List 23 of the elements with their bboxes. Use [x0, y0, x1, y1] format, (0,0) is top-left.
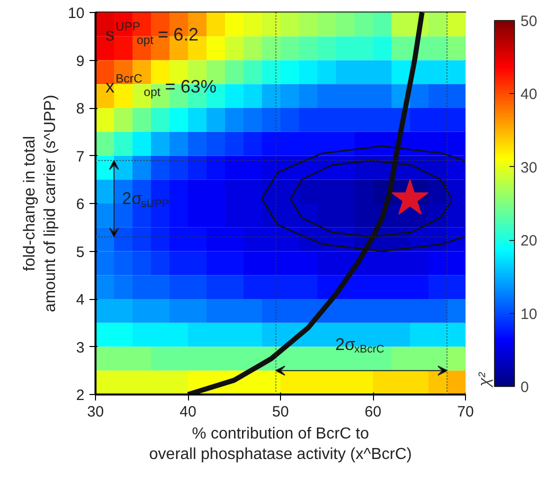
y-tick-label: 8	[76, 100, 84, 118]
y-tick-label: 5	[76, 244, 84, 261]
y-tick-label: 4	[76, 292, 84, 308]
color-bar-title: χ²	[476, 372, 494, 388]
y-tick-label: 6	[76, 196, 84, 213]
color-bar-label: 40	[520, 86, 538, 104]
y-axis-title: fold-change in total amount of lipid carrier (s^UPP)	[21, 94, 59, 312]
y-tick-label: 3	[76, 339, 84, 356]
color-bar-label: 30	[520, 159, 538, 176]
x-tick-label: 70	[457, 404, 474, 420]
x-tick-label: 50	[272, 404, 289, 420]
y-tick-label: 2	[76, 387, 84, 404]
y-tick-label: 7	[76, 148, 84, 166]
y-tick-label: 10	[68, 5, 85, 22]
color-bar-label: 20	[520, 232, 538, 250]
x-axis-title: % contribution of BcrC to overall phosphatase activity (x^BcrC)	[149, 426, 412, 463]
x-tick-label: 60	[364, 404, 382, 420]
color-bar-label: 10	[520, 306, 538, 323]
color-bar-label: 50	[520, 13, 538, 30]
color-bar-label: 0	[520, 379, 529, 396]
y-tick-label: 9	[76, 52, 84, 70]
x-tick-label: 40	[180, 404, 196, 420]
x-tick-label: 30	[87, 404, 104, 420]
